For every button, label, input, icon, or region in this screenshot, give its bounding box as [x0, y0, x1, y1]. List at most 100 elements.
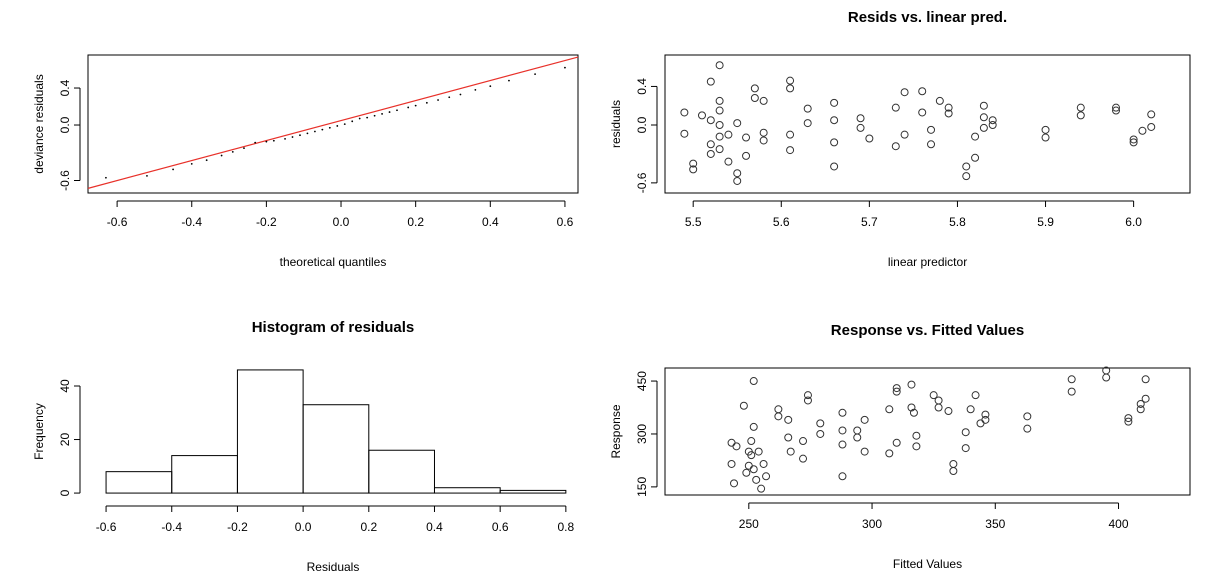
scatter-point [1138, 126, 1147, 135]
scatter-point [786, 84, 795, 93]
scatter-point [759, 459, 768, 468]
scatter-point [892, 438, 901, 447]
scatter-point [727, 438, 736, 447]
scatter-point [1067, 387, 1076, 396]
x-tick-label: 6.0 [1125, 215, 1142, 229]
y-tick-label: 0.4 [635, 78, 649, 95]
scatter-point [912, 442, 921, 451]
scatter-point [944, 103, 953, 112]
scatter-point [971, 153, 980, 162]
scatter-point [935, 96, 944, 105]
scatter-point [1076, 111, 1085, 120]
scatter-point [762, 472, 771, 481]
scatter-point [949, 467, 958, 476]
scatter-point [750, 94, 759, 103]
scatter-point [979, 113, 988, 122]
scatter-point [727, 459, 736, 468]
x-tick-label: -0.4 [161, 520, 182, 534]
scatter-point [715, 106, 724, 115]
histogram-bar [302, 404, 370, 494]
scatter-point [1112, 103, 1121, 112]
x-tick-label: -0.6 [96, 520, 117, 534]
scatter-point [733, 176, 742, 185]
scatter-point [742, 133, 751, 142]
scatter-point [909, 408, 918, 417]
scatter-point [733, 169, 742, 178]
scatter-point [1041, 125, 1050, 134]
scatter-point [934, 403, 943, 412]
qq-point [254, 141, 257, 144]
x-tick-label: 0.2 [407, 215, 424, 229]
qq-point [314, 130, 316, 133]
scatter-point [949, 459, 958, 468]
qq-point [373, 114, 376, 117]
x-tick-label: 5.5 [685, 215, 702, 229]
chart-title: Resids vs. linear pred. [848, 9, 1007, 26]
scatter-point [830, 116, 839, 125]
scatter-point [799, 437, 808, 446]
x-tick-label: 250 [739, 517, 759, 531]
qq-point [265, 140, 268, 143]
x-axis-title: theoretical quantiles [280, 255, 387, 269]
scatter-point [747, 437, 756, 446]
x-tick-label: 5.8 [949, 215, 966, 229]
reference-line [87, 56, 579, 189]
scatter-point [803, 391, 812, 400]
scatter-point [816, 429, 825, 438]
scatter-point [799, 454, 808, 463]
scatter-point [1023, 412, 1032, 421]
x-tick-label: 5.6 [773, 215, 790, 229]
scatter-point [774, 412, 783, 421]
qq-point [336, 125, 339, 127]
scatter-point [853, 426, 862, 435]
qq-point [508, 79, 510, 82]
qq-point [351, 120, 354, 123]
histogram-bar [236, 369, 304, 494]
scatter-point [803, 396, 812, 405]
y-tick-label: 450 [635, 371, 649, 391]
scatter-point [715, 96, 724, 105]
scatter-point [892, 387, 901, 396]
scatter-point [934, 396, 943, 405]
x-tick-label: 5.7 [861, 215, 878, 229]
scatter-point [907, 380, 916, 389]
y-tick-label: -0.6 [635, 172, 649, 193]
scatter-point [724, 130, 733, 139]
plot-frame [664, 54, 1191, 194]
x-tick-label: 0.6 [492, 520, 509, 534]
qq-point [284, 137, 286, 140]
qq-point [425, 101, 428, 104]
scatter-point [1067, 375, 1076, 384]
scatter-point [838, 472, 847, 481]
scatter-point [927, 125, 936, 134]
scatter-point [759, 136, 768, 145]
scatter-point [830, 162, 839, 171]
scatter-point [830, 138, 839, 147]
scatter-point [739, 401, 748, 410]
scatter-point [1124, 414, 1133, 423]
x-tick-label: 400 [1109, 517, 1129, 531]
scatter-point [786, 130, 795, 139]
scatter-point [680, 129, 689, 138]
x-tick-label: -0.2 [256, 215, 277, 229]
qq-point [388, 111, 391, 113]
scatter-point [1147, 110, 1156, 119]
scatter-point [885, 405, 894, 414]
scatter-point [927, 140, 936, 149]
scatter-point [1041, 133, 1050, 142]
scatter-point [944, 407, 953, 416]
scatter-point [1136, 405, 1145, 414]
histogram-bar [171, 455, 238, 494]
scatter-point [860, 415, 869, 424]
scatter-point [742, 151, 751, 160]
scatter-point [962, 172, 971, 181]
scatter-point [749, 422, 758, 431]
histogram-bar [105, 471, 173, 494]
y-axis-title: deviance residuals [32, 74, 46, 173]
scatter-point [724, 157, 733, 166]
scatter-point [744, 461, 753, 470]
scatter-point [784, 415, 793, 424]
scatter-point [706, 149, 715, 158]
y-tick-label: 0.4 [58, 79, 72, 96]
y-axis-title: Response [609, 404, 623, 458]
